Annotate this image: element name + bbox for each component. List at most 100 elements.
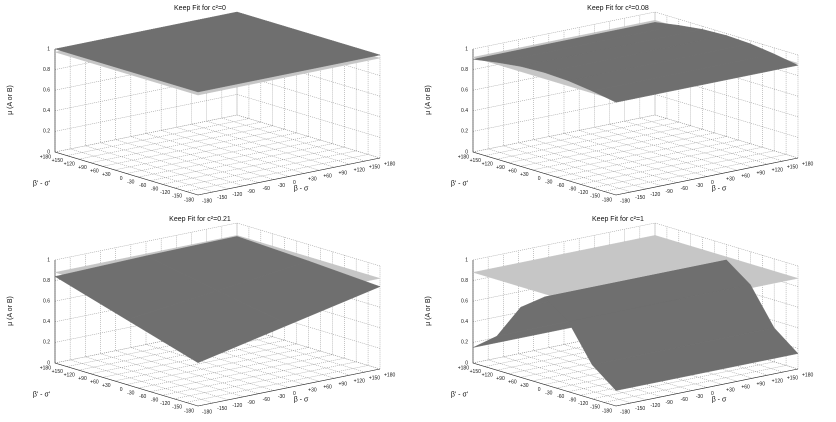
grid-line: [162, 44, 345, 185]
panel: Keep Fit for c²=1-180-150-120-90-60-300+…: [425, 216, 814, 415]
y-tick-label: -30: [127, 390, 134, 396]
y-tick-label: +150: [52, 369, 63, 375]
z-tick-label: 0.6: [461, 299, 468, 305]
z-tick-label: 0: [465, 360, 468, 366]
z-tick-label: 0.2: [461, 129, 468, 135]
y-tick-label: +180: [40, 365, 51, 371]
x-tick-label: -120: [232, 403, 242, 409]
z-tick-label: 0: [465, 149, 468, 155]
y-tick-label: +120: [482, 161, 493, 167]
x-tick-label: +90: [757, 171, 766, 177]
grid-line: [186, 51, 369, 192]
x-tick-label: +150: [369, 164, 380, 170]
x-tick-label: -180: [202, 198, 212, 204]
x-tick-label: -120: [232, 192, 242, 198]
x-tick-label: -60: [263, 186, 270, 192]
y-tick-label: -30: [545, 179, 552, 185]
x-tick-label: +150: [787, 164, 798, 170]
y-tick-label: 0: [538, 176, 541, 182]
grid-line: [150, 40, 333, 181]
y-tick-label: +90: [496, 376, 505, 382]
axis-line: [54, 49, 381, 196]
z-tick-label: 0.6: [43, 88, 50, 94]
z-tick-label: 1: [47, 257, 50, 263]
z-axis-label: μ (A or B): [7, 296, 14, 326]
axis-line: [54, 260, 381, 407]
x-tick-label: +180: [384, 372, 395, 378]
x-tick-label: -90: [248, 400, 255, 406]
chart-title: Keep Fit for c²=1: [592, 216, 644, 223]
grid-line: [592, 47, 775, 189]
grid-line: [615, 55, 799, 196]
y-tick-label: -150: [590, 405, 600, 411]
y-axis-label: β' - σ': [451, 391, 468, 398]
surface-patch: [591, 327, 799, 391]
x-axis-label: β - σ: [712, 396, 727, 403]
x-tick-label: -30: [696, 394, 703, 400]
x-tick-label: -150: [217, 195, 227, 201]
x-tick-label: -90: [666, 400, 673, 406]
z-tick-label: 0: [47, 149, 50, 155]
z-tick-label: 0.6: [43, 299, 50, 305]
y-tick-label: -150: [172, 194, 182, 200]
z-tick-label: 0: [47, 360, 50, 366]
y-tick-label: +30: [520, 172, 529, 178]
y-tick-label: -60: [557, 183, 564, 189]
surface-patch: [126, 290, 290, 363]
x-tick-label: +30: [308, 177, 317, 183]
x-tick-label: +150: [787, 375, 798, 381]
panel: Keep Fit for c²=0.08-180-150-120-90-60-3…: [425, 5, 814, 204]
panel: Keep Fit for c²=0.21-180-150-120-90-60-3…: [7, 216, 396, 415]
z-axis-label: μ (A or B): [7, 85, 14, 115]
grid-line: [186, 262, 369, 403]
x-tick-label: -150: [635, 195, 645, 201]
y-tick-label: +90: [78, 165, 87, 171]
x-tick-label: 0: [293, 180, 296, 186]
y-tick-label: -120: [578, 401, 588, 407]
z-tick-label: 1: [465, 46, 468, 52]
grid-line: [54, 94, 381, 138]
axis-line: [472, 260, 799, 407]
x-tick-label: -180: [620, 409, 630, 415]
x-tick-label: -90: [666, 189, 673, 195]
x-tick-label: 0: [293, 391, 296, 397]
y-tick-label: +90: [78, 376, 87, 382]
x-axis-label: β - σ: [712, 185, 727, 192]
chart-title: Keep Fit for c²=0: [174, 5, 226, 12]
z-tick-label: 0.8: [461, 67, 468, 73]
y-tick-label: -90: [569, 187, 576, 193]
y-tick-label: -90: [151, 187, 158, 193]
y-tick-label: +120: [64, 372, 75, 378]
x-tick-label: +120: [772, 167, 783, 173]
y-tick-label: -30: [127, 179, 134, 185]
y-axis-label: β' - σ': [33, 391, 50, 398]
x-tick-label: 0: [711, 391, 714, 397]
grid-line: [604, 51, 787, 192]
y-tick-label: +150: [470, 158, 481, 164]
y-tick-label: -90: [151, 398, 158, 404]
x-tick-label: +90: [339, 382, 348, 388]
axis-line: [472, 49, 799, 196]
x-tick-label: -30: [278, 183, 285, 189]
y-tick-label: -120: [160, 190, 170, 196]
z-tick-label: 0.8: [461, 278, 468, 284]
z-tick-label: 1: [47, 46, 50, 52]
y-tick-label: +180: [458, 365, 469, 371]
z-tick-label: 0.2: [461, 340, 468, 346]
x-tick-label: -60: [681, 397, 688, 403]
grid-line: [592, 258, 775, 400]
x-tick-label: -60: [263, 397, 270, 403]
x-tick-label: +30: [308, 388, 317, 394]
x-tick-label: +60: [323, 385, 332, 391]
grid-line: [197, 266, 381, 407]
z-tick-label: 0.4: [461, 108, 468, 114]
y-tick-label: -60: [139, 183, 146, 189]
y-tick-label: -120: [578, 190, 588, 196]
z-tick-label: 0.2: [43, 129, 50, 135]
x-tick-label: -120: [650, 192, 660, 198]
x-tick-label: -30: [696, 183, 703, 189]
x-tick-label: +120: [354, 378, 365, 384]
x-tick-label: +60: [323, 174, 332, 180]
y-tick-label: +60: [90, 169, 99, 175]
y-tick-label: -150: [590, 194, 600, 200]
